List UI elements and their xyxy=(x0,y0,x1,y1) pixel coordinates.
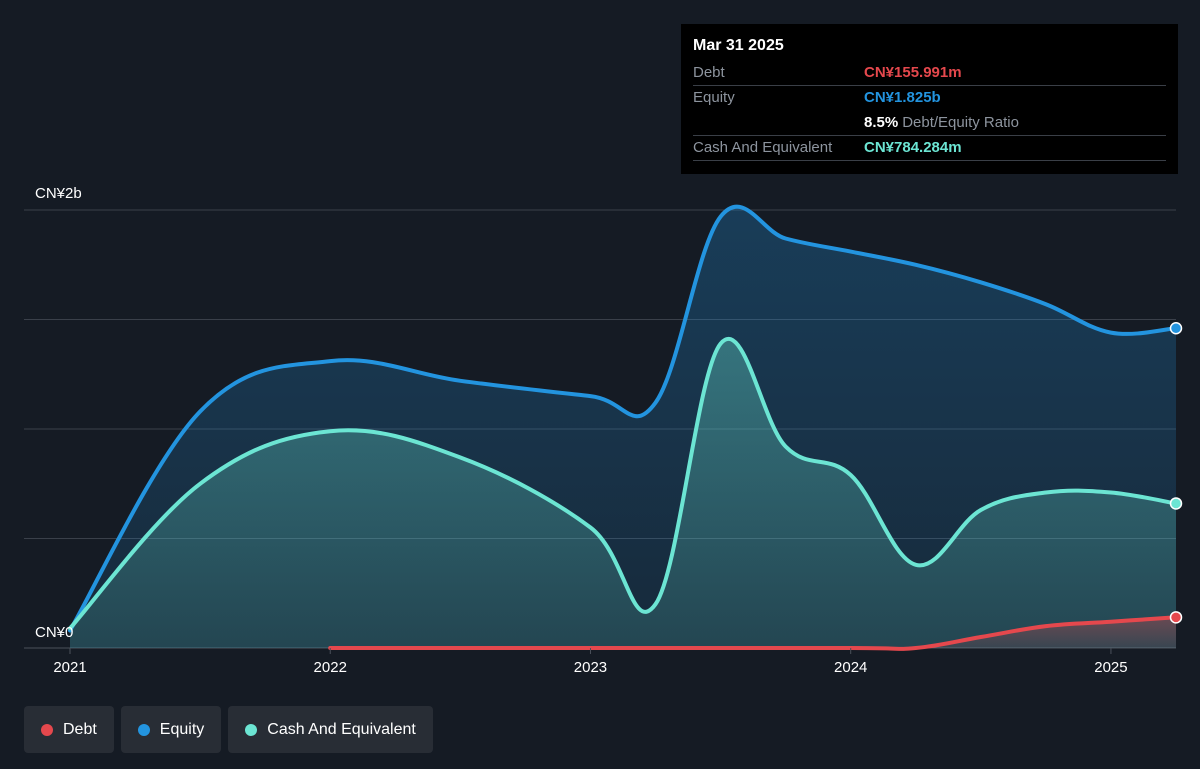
tooltip-date: Mar 31 2025 xyxy=(693,37,784,54)
tooltip-row-equity: Equity CN¥1.825b xyxy=(693,85,1166,110)
tooltip-row-debt: Debt CN¥155.991m xyxy=(693,60,1166,86)
tooltip-panel: Mar 31 2025 Debt CN¥155.991m Equity CN¥1… xyxy=(681,24,1178,174)
tooltip-equity-label: Equity xyxy=(693,89,735,106)
tooltip-cash-value: CN¥784.284m xyxy=(864,139,962,156)
equity-line xyxy=(68,204,1178,633)
equity-endpoint xyxy=(1169,322,1183,335)
tooltip-ratio-value: 8.5% xyxy=(864,114,899,131)
x-tick-label: 2025 xyxy=(1094,659,1127,676)
tooltip-ratio-label: Debt/Equity Ratio xyxy=(902,114,1019,131)
cash-line xyxy=(68,337,1178,631)
tooltip-row-cash: Cash And Equivalent CN¥784.284m xyxy=(693,135,1166,161)
legend-cash-label: Cash And Equivalent xyxy=(267,720,416,738)
cash-endpoint xyxy=(1169,497,1183,510)
x-tick-label: 2021 xyxy=(53,659,86,676)
debt-endpoint xyxy=(1169,611,1183,624)
tooltip-row-ratio: 8.5% Debt/Equity Ratio xyxy=(693,110,1166,136)
line-layer xyxy=(68,204,1183,651)
legend: Debt Equity Cash And Equivalent xyxy=(24,706,433,753)
legend-item-debt[interactable]: Debt xyxy=(24,706,114,753)
y-tick-label: CN¥0 xyxy=(35,624,73,641)
legend-item-cash[interactable]: Cash And Equivalent xyxy=(228,706,433,753)
x-tick-label: 2022 xyxy=(314,659,347,676)
x-tick-label: 2024 xyxy=(834,659,867,676)
y-tick-label: CN¥2b xyxy=(35,185,82,202)
x-tick-label: 2023 xyxy=(574,659,607,676)
cash-area xyxy=(70,338,1176,648)
tooltip-debt-value: CN¥155.991m xyxy=(864,64,962,81)
equity-dot-icon xyxy=(137,723,150,736)
legend-equity-label: Equity xyxy=(159,720,205,738)
tooltip-equity-value: CN¥1.825b xyxy=(864,89,941,106)
tooltip-ratio: 8.5% Debt/Equity Ratio xyxy=(864,114,1019,131)
tooltip-cash-label: Cash And Equivalent xyxy=(693,139,833,156)
axis-layer: CN¥2b CN¥0 2021 2022 2023 2024 2025 xyxy=(35,185,1128,676)
legend-item-equity[interactable]: Equity xyxy=(120,706,222,753)
debt-line xyxy=(328,615,1178,651)
debt-dot-icon xyxy=(41,723,53,736)
tooltip-debt-label: Debt xyxy=(693,64,725,81)
cash-dot-icon xyxy=(245,723,258,736)
legend-debt-label: Debt xyxy=(63,720,97,738)
